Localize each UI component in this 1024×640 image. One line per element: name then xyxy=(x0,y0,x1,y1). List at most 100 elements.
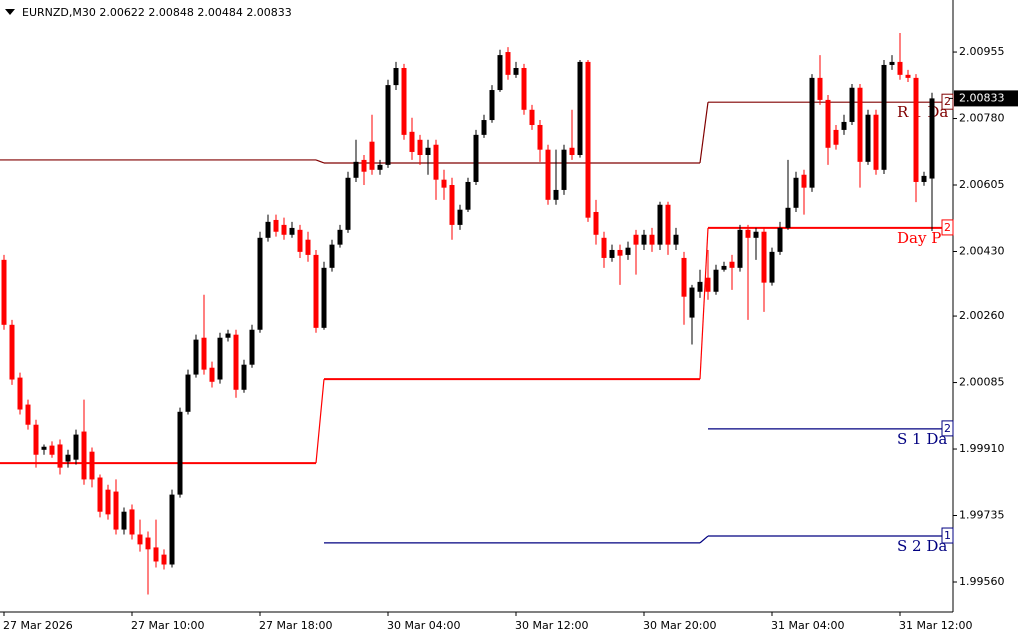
candle-body xyxy=(513,68,519,75)
candle-body xyxy=(145,537,151,550)
candle-body xyxy=(897,61,903,75)
candle-body xyxy=(497,55,503,91)
y-tick-label: 1.99560 xyxy=(959,575,1005,588)
candle-body xyxy=(649,234,655,245)
level-step xyxy=(315,379,325,464)
candle-body xyxy=(809,77,815,188)
candle-body xyxy=(409,131,415,152)
candle-body xyxy=(209,367,215,382)
candle-body xyxy=(361,159,367,172)
candle-body xyxy=(849,87,855,122)
y-tick-label: 2.00260 xyxy=(959,309,1005,322)
candle-body xyxy=(177,411,183,495)
candle-body xyxy=(401,68,407,135)
x-tick-label: 27 Mar 10:00 xyxy=(131,619,204,632)
candle-body xyxy=(81,431,87,480)
candle-body xyxy=(913,77,919,182)
x-tick-label: 31 Mar 04:00 xyxy=(771,619,844,632)
candle-body xyxy=(417,139,423,155)
candle-body xyxy=(521,68,527,110)
candle-body xyxy=(481,120,487,135)
level-step xyxy=(699,102,709,164)
level-label: R 1 Da xyxy=(897,103,948,121)
candle-body xyxy=(369,141,375,170)
candle-body xyxy=(289,227,295,235)
candle-body xyxy=(561,149,567,190)
candle-body xyxy=(593,211,599,235)
candle-body xyxy=(777,227,783,252)
x-tick-label: 31 Mar 12:00 xyxy=(899,619,972,632)
candle-body xyxy=(393,68,399,86)
candle-body xyxy=(737,229,743,268)
candle-body xyxy=(873,114,879,170)
candle-body xyxy=(641,234,647,245)
candle-body xyxy=(385,85,391,165)
candle-body xyxy=(265,221,271,238)
candle-body xyxy=(601,237,607,258)
candle-body xyxy=(609,249,615,258)
candle-body xyxy=(281,224,287,235)
y-tick-label: 2.00085 xyxy=(959,376,1005,389)
candle-body xyxy=(425,147,431,155)
candle-body xyxy=(721,265,727,270)
candle-body xyxy=(1,259,7,325)
y-tick-label: 2.00430 xyxy=(959,244,1005,257)
current-price-box xyxy=(954,90,1018,107)
candle-body xyxy=(577,61,583,155)
level-tag: 2 xyxy=(944,95,951,108)
candle-body xyxy=(41,446,47,450)
candle-body xyxy=(753,231,759,238)
candle-body xyxy=(273,219,279,232)
candle-body xyxy=(905,74,911,78)
candle-body xyxy=(801,174,807,188)
y-tick-label: 2.00605 xyxy=(959,178,1005,191)
candle-body xyxy=(17,377,23,410)
level-step xyxy=(315,159,325,164)
candle-body xyxy=(689,287,695,318)
candle-body xyxy=(249,329,255,365)
candle-body xyxy=(841,121,847,130)
candle-body xyxy=(761,231,767,283)
candle-body xyxy=(49,445,55,455)
candle-body xyxy=(73,434,79,460)
level-step xyxy=(699,535,709,544)
candle-body xyxy=(217,337,223,380)
candle-body xyxy=(129,509,135,535)
candle-body xyxy=(257,237,263,330)
candle-body xyxy=(473,134,479,182)
level-tag-box xyxy=(941,93,954,110)
y-tick-label: 2.00955 xyxy=(959,45,1005,58)
level-tag-box xyxy=(941,219,954,236)
candle-body xyxy=(457,209,463,225)
candle-body xyxy=(297,229,303,252)
candle-body xyxy=(833,129,839,145)
candle-body xyxy=(921,175,927,182)
candle-body xyxy=(729,261,735,268)
candle-body xyxy=(441,179,447,188)
candle-body xyxy=(345,177,351,230)
candle-body xyxy=(489,90,495,121)
candle-body xyxy=(305,239,311,255)
candle-body xyxy=(57,444,63,468)
candle-body xyxy=(657,204,663,245)
candle-body xyxy=(881,64,887,170)
candle-body xyxy=(329,244,335,268)
x-tick-label: 30 Mar 04:00 xyxy=(387,619,460,632)
candle-body xyxy=(745,229,751,238)
y-tick-label: 1.99910 xyxy=(959,442,1005,455)
candle-body xyxy=(433,144,439,180)
candle-body xyxy=(193,339,199,375)
level-tag-box xyxy=(941,420,954,437)
candle-body xyxy=(785,207,791,228)
candle-body xyxy=(665,204,671,245)
symbol-header: EURNZD,M30 2.00622 2.00848 2.00484 2.008… xyxy=(22,6,292,19)
x-tick-label: 27 Mar 2026 xyxy=(3,619,73,632)
candle-body xyxy=(585,61,591,218)
candle-body xyxy=(201,337,207,370)
candle-body xyxy=(153,547,159,562)
symbol-menu-icon[interactable] xyxy=(5,9,15,15)
candle-body xyxy=(697,281,703,292)
candle-body xyxy=(529,109,535,125)
